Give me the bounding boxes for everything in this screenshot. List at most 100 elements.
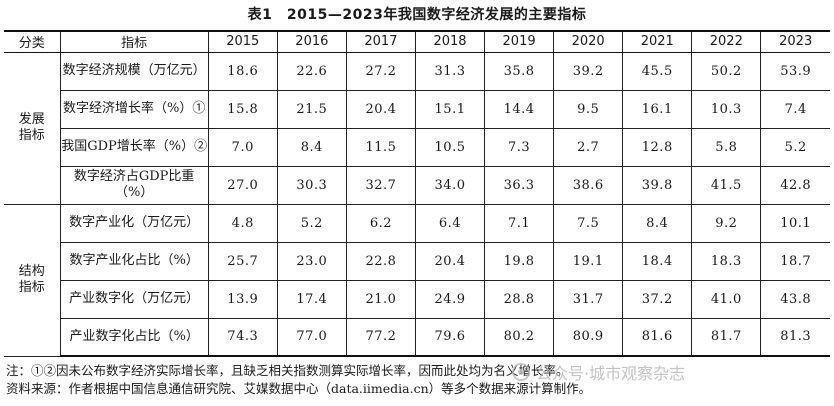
header-year-2021: 2021 xyxy=(622,30,693,53)
value-cell: 28.8 xyxy=(484,280,555,319)
table-title: 表1 2015—2023年我国数字经济发展的主要指标 xyxy=(247,7,587,23)
value-cell: 9.2 xyxy=(691,204,762,243)
table-row: 数字产业化占比（%） 25.7 23.0 22.8 20.4 19.8 19.1… xyxy=(4,242,830,281)
value-cell: 5.8 xyxy=(691,128,762,167)
value-cell: 81.7 xyxy=(691,318,762,357)
header-row: 分类 指标 2015 2016 2017 2018 2019 2020 2021… xyxy=(4,30,830,53)
value-cell: 7.4 xyxy=(760,90,830,129)
value-cell: 7.5 xyxy=(553,204,624,243)
header-year-2020: 2020 xyxy=(553,30,624,53)
value-cell: 42.8 xyxy=(760,166,830,205)
indicator-label: 数字经济占GDP比重（%） xyxy=(60,166,209,205)
value-cell: 23.0 xyxy=(276,242,347,281)
value-cell: 20.4 xyxy=(345,90,416,129)
category-development: 发展 指标 xyxy=(4,52,61,205)
watermark-text: 公众号·城市观察杂志 xyxy=(536,364,686,383)
value-cell: 10.5 xyxy=(414,128,486,167)
value-cell: 16.1 xyxy=(622,90,693,129)
value-cell: 8.4 xyxy=(622,204,693,243)
table-row: 产业数字化占比（%） 74.3 77.0 77.2 79.6 80.2 80.9… xyxy=(4,318,830,357)
value-cell: 19.1 xyxy=(553,242,624,281)
value-cell: 31.7 xyxy=(553,280,624,319)
value-cell: 43.8 xyxy=(760,280,830,319)
value-cell: 30.3 xyxy=(276,166,347,205)
value-cell: 18.6 xyxy=(207,52,278,91)
value-cell: 74.3 xyxy=(207,318,278,357)
value-cell: 35.8 xyxy=(484,52,555,91)
value-cell: 18.4 xyxy=(622,242,693,281)
header-year-2018: 2018 xyxy=(414,30,486,53)
value-cell: 27.0 xyxy=(207,166,278,205)
value-cell: 13.9 xyxy=(207,280,278,319)
value-cell: 19.8 xyxy=(484,242,555,281)
table-row: 我国GDP增长率（%）② 7.0 8.4 11.5 10.5 7.3 2.7 1… xyxy=(4,128,830,167)
value-cell: 38.6 xyxy=(553,166,624,205)
value-cell: 5.2 xyxy=(276,204,347,243)
header-indicator: 指标 xyxy=(59,30,209,53)
header-year-2017: 2017 xyxy=(345,30,416,53)
value-cell: 39.2 xyxy=(553,52,624,91)
value-cell: 31.3 xyxy=(414,52,486,91)
indicator-label: 产业数字化（万亿元） xyxy=(60,280,209,319)
value-cell: 9.5 xyxy=(553,90,624,129)
value-cell: 18.3 xyxy=(691,242,762,281)
value-cell: 36.3 xyxy=(484,166,555,205)
value-cell: 10.1 xyxy=(760,204,830,243)
indicator-label: 数字产业化（万亿元） xyxy=(59,204,209,243)
header-category: 分类 xyxy=(4,30,61,53)
value-cell: 81.6 xyxy=(622,318,693,357)
value-cell: 5.2 xyxy=(760,128,830,167)
table-row: 产业数字化（万亿元） 13.9 17.4 21.0 24.9 28.8 31.7… xyxy=(4,280,830,319)
watermark: 公众号·城市观察杂志 xyxy=(512,360,685,384)
wechat-logo-icon xyxy=(512,363,530,381)
value-cell: 10.3 xyxy=(691,90,762,129)
value-cell: 25.7 xyxy=(207,242,278,281)
value-cell: 53.9 xyxy=(760,52,830,91)
table-row: 数字经济增长率（%）① 15.8 21.5 20.4 15.1 14.4 9.5… xyxy=(4,90,830,129)
header-year-2022: 2022 xyxy=(691,30,762,53)
value-cell: 4.8 xyxy=(207,204,278,243)
value-cell: 22.6 xyxy=(276,52,347,91)
value-cell: 81.3 xyxy=(760,318,830,357)
value-cell: 20.4 xyxy=(414,242,486,281)
value-cell: 17.4 xyxy=(276,280,347,319)
value-cell: 15.8 xyxy=(207,90,278,129)
category-structure: 结构 指标 xyxy=(4,204,61,357)
table-body: 发展 指标 数字经济规模（万亿元） 18.6 22.6 27.2 31.3 35… xyxy=(4,52,830,357)
value-cell: 34.0 xyxy=(414,166,486,205)
value-cell: 77.2 xyxy=(345,318,416,357)
indicator-label: 数字产业化占比（%） xyxy=(60,242,209,281)
indicator-label: 产业数字化占比（%） xyxy=(60,318,209,357)
value-cell: 77.0 xyxy=(276,318,347,357)
value-cell: 7.1 xyxy=(484,204,555,243)
value-cell: 22.8 xyxy=(345,242,416,281)
indicator-label: 数字经济增长率（%）① xyxy=(60,90,209,129)
header-year-2023: 2023 xyxy=(760,30,830,53)
value-cell: 32.7 xyxy=(345,166,416,205)
value-cell: 27.2 xyxy=(345,52,416,91)
value-cell: 39.8 xyxy=(622,166,693,205)
value-cell: 7.3 xyxy=(484,128,555,167)
value-cell: 8.4 xyxy=(276,128,347,167)
table-row: 发展 指标 数字经济规模（万亿元） 18.6 22.6 27.2 31.3 35… xyxy=(4,52,830,205)
value-cell: 12.8 xyxy=(622,128,693,167)
value-cell: 21.0 xyxy=(345,280,416,319)
header-year-2015: 2015 xyxy=(207,30,278,53)
value-cell: 80.2 xyxy=(484,318,555,357)
value-cell: 37.2 xyxy=(622,280,693,319)
source-line: 资料来源：作者根据中国信息通信研究院、艾媒数据中心（data.iimedia.c… xyxy=(6,381,592,396)
value-cell: 6.4 xyxy=(414,204,486,243)
table-notes: 注：①②因未公布数字经济实际增长率，且缺乏相关指数测算实际增长率，因而此处均为名… xyxy=(6,362,828,398)
value-cell: 14.4 xyxy=(484,90,555,129)
value-cell: 50.2 xyxy=(691,52,762,91)
value-cell: 18.7 xyxy=(760,242,830,281)
value-cell: 24.9 xyxy=(414,280,486,319)
value-cell: 80.9 xyxy=(553,318,624,357)
header-year-2019: 2019 xyxy=(484,30,555,53)
value-cell: 21.5 xyxy=(276,90,347,129)
value-cell: 45.5 xyxy=(622,52,693,91)
indicator-label: 数字经济规模（万亿元） xyxy=(59,52,209,91)
indicators-table: 分类 指标 2015 2016 2017 2018 2019 2020 2021… xyxy=(4,30,830,357)
indicator-label: 我国GDP增长率（%）② xyxy=(60,128,209,167)
value-cell: 41.0 xyxy=(691,280,762,319)
